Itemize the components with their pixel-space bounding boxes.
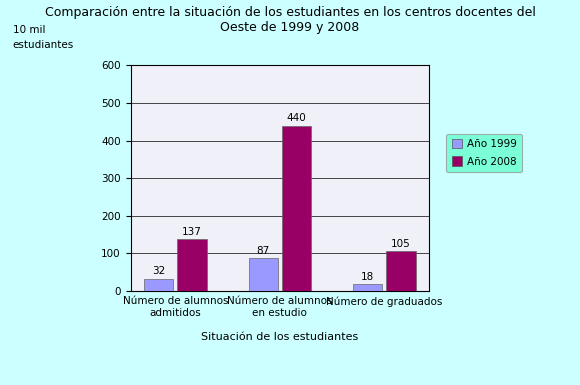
Bar [144, 279, 173, 291]
Text: estudiantes: estudiantes [13, 40, 74, 50]
Text: 440: 440 [287, 113, 306, 123]
Text: 137: 137 [182, 227, 202, 237]
Bar [353, 284, 382, 291]
Text: 32: 32 [152, 266, 165, 276]
Text: Comparación entre la situación de los estudiantes en los centros docentes del
Oe: Comparación entre la situación de los es… [45, 6, 535, 34]
Text: 10 mil: 10 mil [13, 25, 45, 35]
Text: 18: 18 [361, 272, 374, 282]
Bar [248, 258, 278, 291]
Bar [282, 126, 311, 291]
Legend: Año 1999, Año 2008: Año 1999, Año 2008 [447, 134, 522, 172]
Bar [177, 239, 206, 291]
Text: 105: 105 [391, 239, 411, 249]
X-axis label: Situación de los estudiantes: Situación de los estudiantes [201, 332, 358, 342]
Text: 87: 87 [256, 246, 270, 256]
Bar [386, 251, 416, 291]
